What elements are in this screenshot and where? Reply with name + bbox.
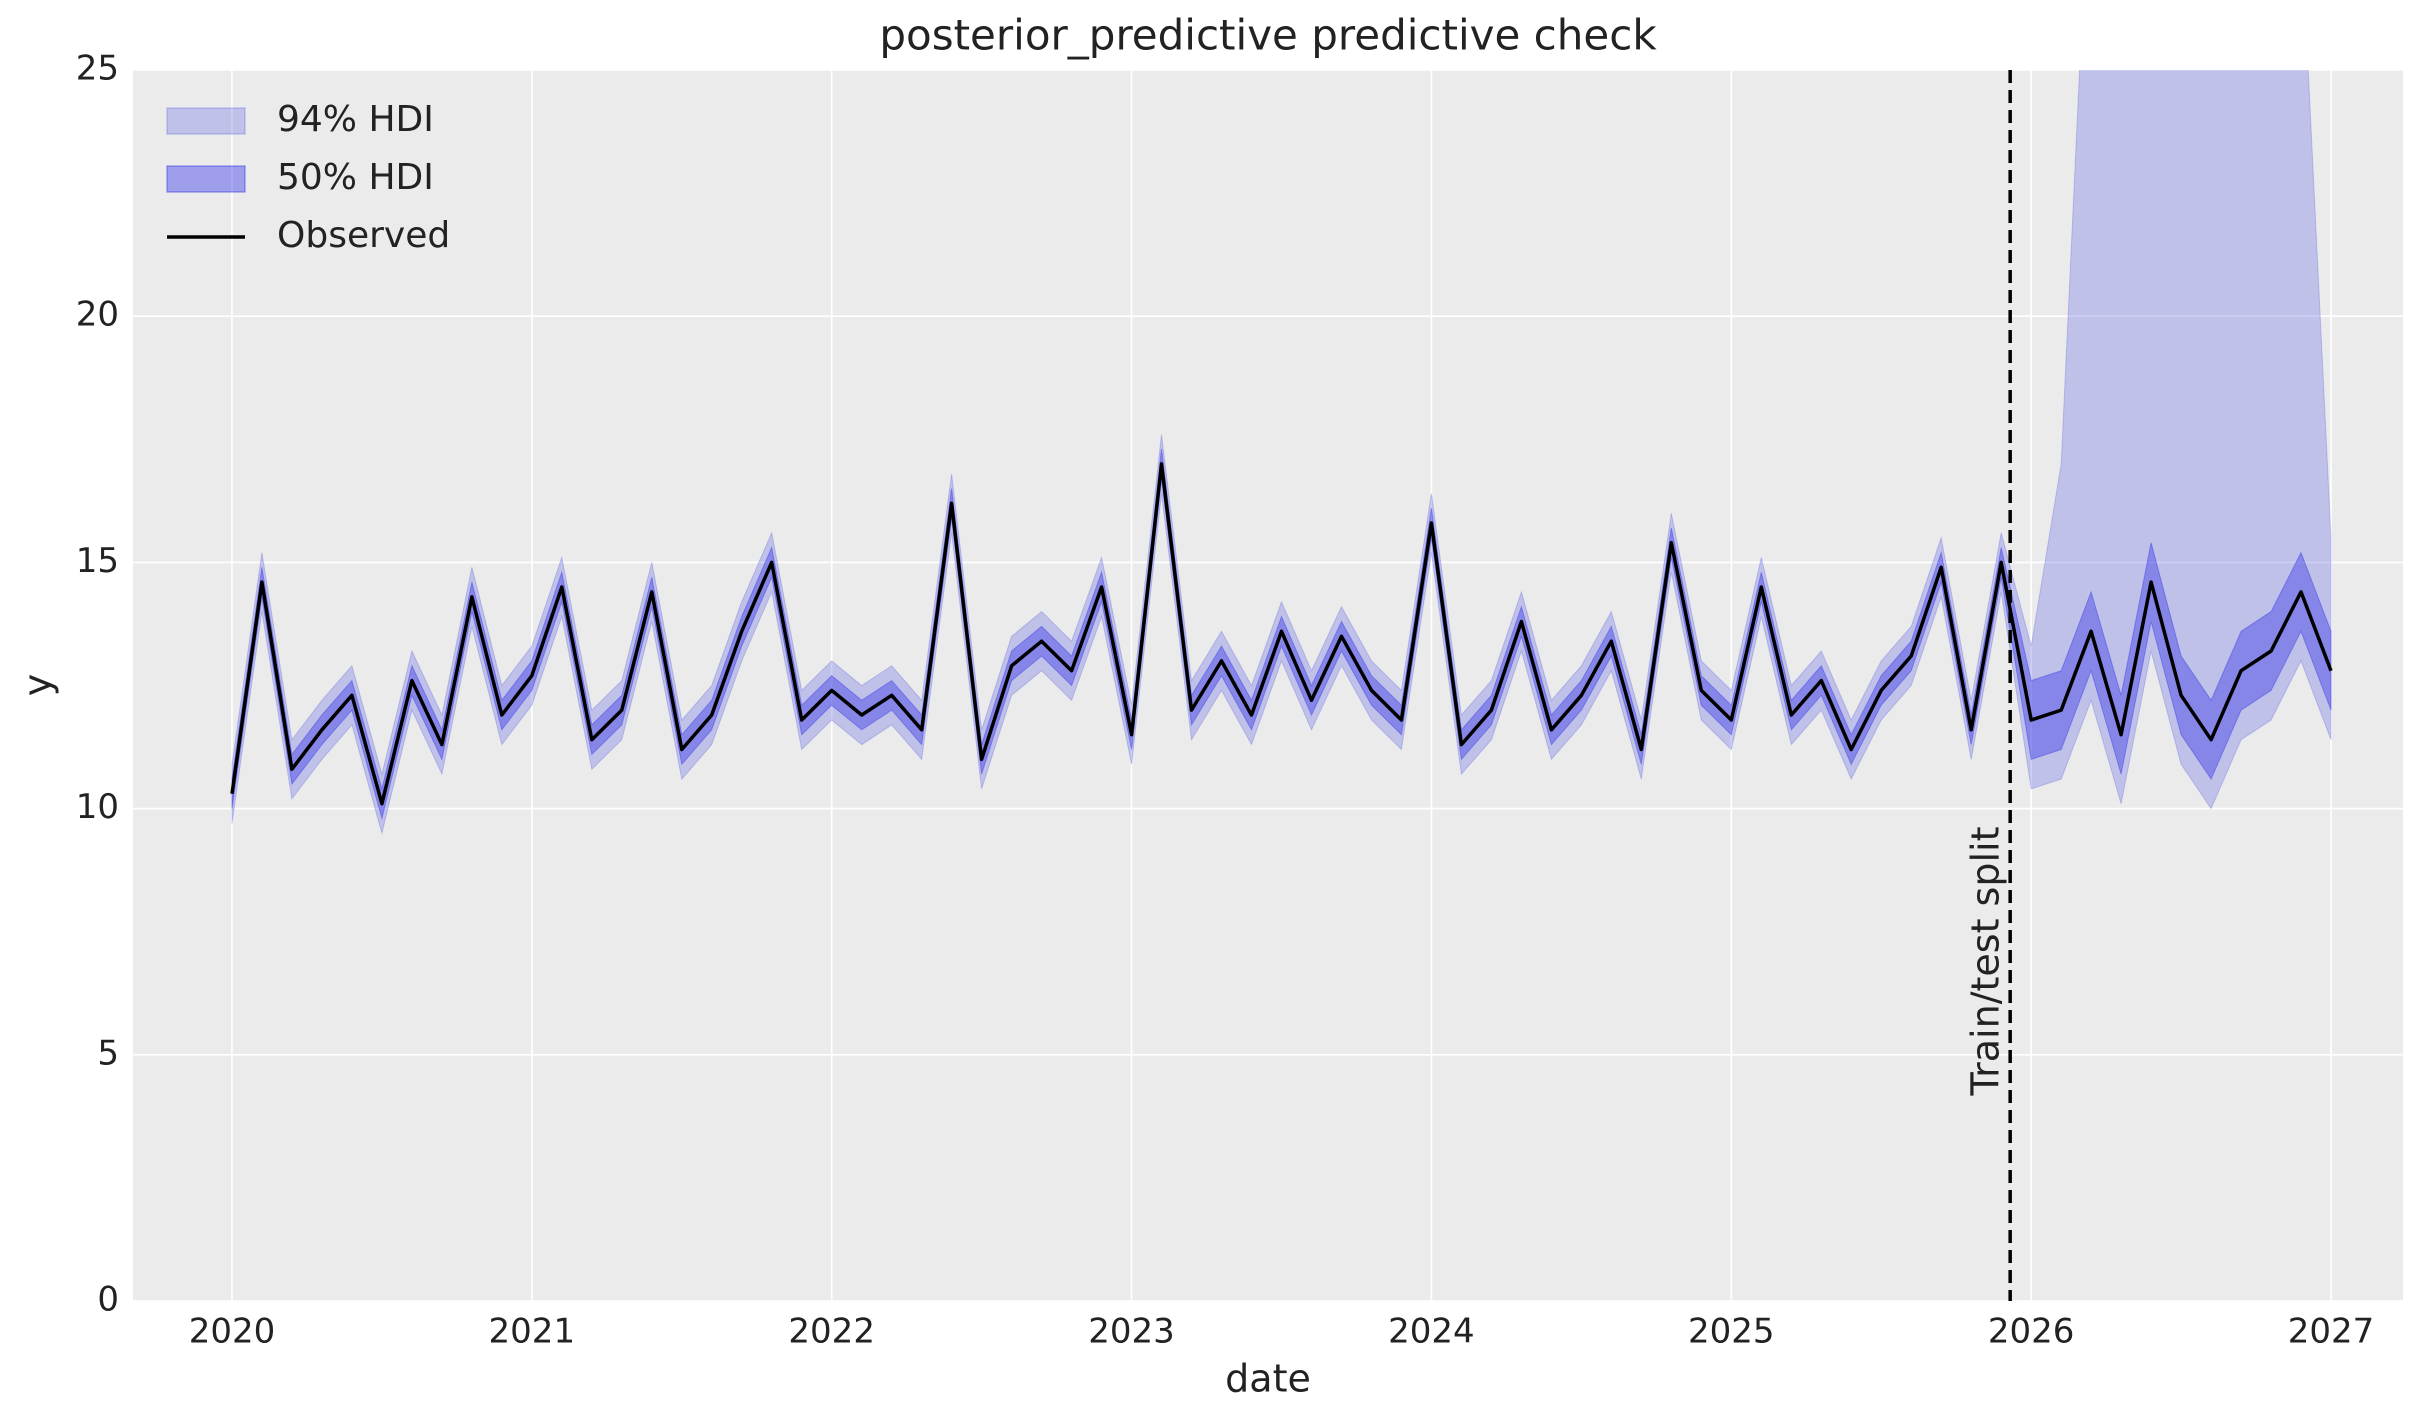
legend-label: 94% HDI (277, 99, 434, 140)
x-axis-label: date (1225, 1357, 1311, 1401)
legend-swatch (166, 107, 246, 135)
y-axis-label: y (16, 674, 60, 697)
legend-label: Observed (277, 215, 450, 256)
legend-swatch (166, 165, 246, 193)
x-tick-label: 2026 (1988, 1312, 2075, 1352)
legend-label: 50% HDI (277, 157, 434, 198)
chart-title: posterior_predictive predictive check (879, 11, 1657, 60)
annotation: Train/test split (1964, 827, 2008, 1097)
grid (133, 69, 2403, 1302)
x-tick-label: 2025 (1688, 1312, 1775, 1352)
marks (230, 70, 2333, 836)
x-tick-label: 2021 (489, 1312, 576, 1352)
x-tick-label: 2023 (1088, 1312, 1175, 1352)
x-tick-label: 2024 (1388, 1312, 1475, 1352)
x-tick-label: 2022 (788, 1312, 875, 1352)
y-tick-label: 0 (97, 1280, 119, 1320)
y-tick-label: 10 (76, 787, 119, 827)
y-tick-label: 20 (76, 295, 119, 335)
observed-line (230, 462, 2333, 806)
x-tick-label: 2020 (189, 1312, 276, 1352)
y-tick-label: 15 (76, 541, 119, 581)
x-tick-label: 2027 (2288, 1312, 2375, 1352)
hdi-band (231, 70, 2332, 836)
y-tick-label: 25 (76, 49, 119, 89)
y-tick-label: 5 (97, 1033, 119, 1073)
